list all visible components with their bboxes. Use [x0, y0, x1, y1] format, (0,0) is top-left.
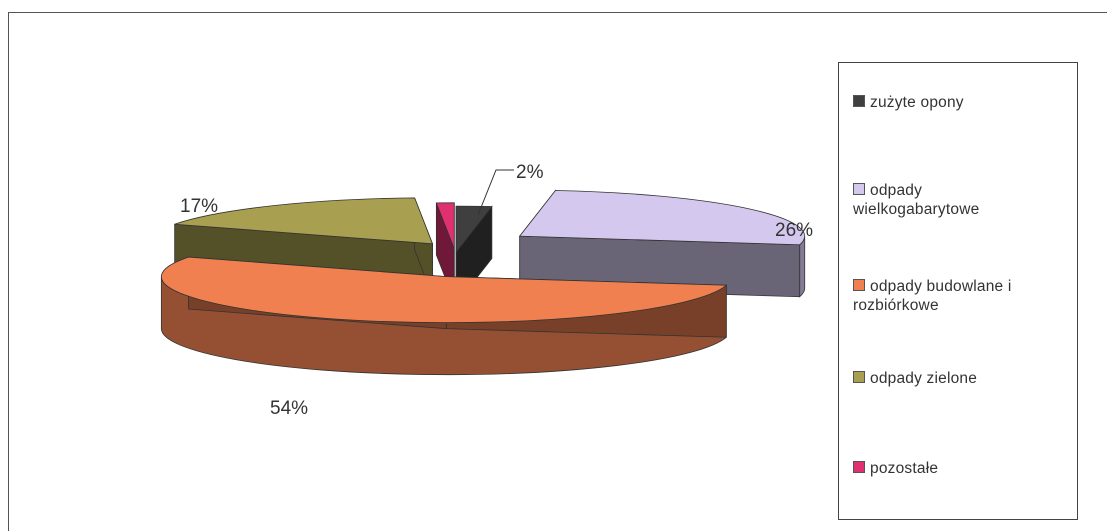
legend-entry-odpady-zielone: odpady zielone [853, 369, 1075, 388]
legend-entry-zuzyte-opony: zużyte opony [853, 93, 1075, 112]
legend-swatch [853, 461, 865, 473]
legend-swatch [853, 95, 865, 107]
legend-swatch [853, 371, 865, 383]
legend: zużyte opony odpady wielkogabarytowe odpad… [838, 62, 1078, 520]
legend-label: odpady zielone [870, 370, 977, 387]
pie-slice-odpady-wielkogabarytowe [520, 191, 805, 245]
data-label-odpady-budowlane-i-rozbiorkowe: 54% [270, 398, 308, 419]
legend-entry-pozostale: pozostałe [853, 459, 1075, 478]
legend-swatch [853, 279, 865, 291]
legend-label: odpady wielkogabarytowe [853, 182, 979, 218]
legend-label: zużyte opony [870, 94, 964, 111]
legend-label: odpady budowlane i rozbiórkowe [853, 278, 1012, 314]
data-label-zuzyte-opony: 2% [516, 162, 544, 183]
legend-swatch [853, 183, 865, 195]
data-label-odpady-zielone: 17% [180, 196, 218, 217]
legend-entry-odpady-wielkogabarytowe: odpady wielkogabarytowe [853, 181, 993, 219]
data-label-odpady-wielkogabarytowe: 26% [775, 220, 813, 241]
legend-entry-odpady-budowlane-i-rozbiorkowe: odpady budowlane i rozbiórkowe [853, 277, 1075, 315]
legend-label: pozostałe [870, 460, 938, 477]
